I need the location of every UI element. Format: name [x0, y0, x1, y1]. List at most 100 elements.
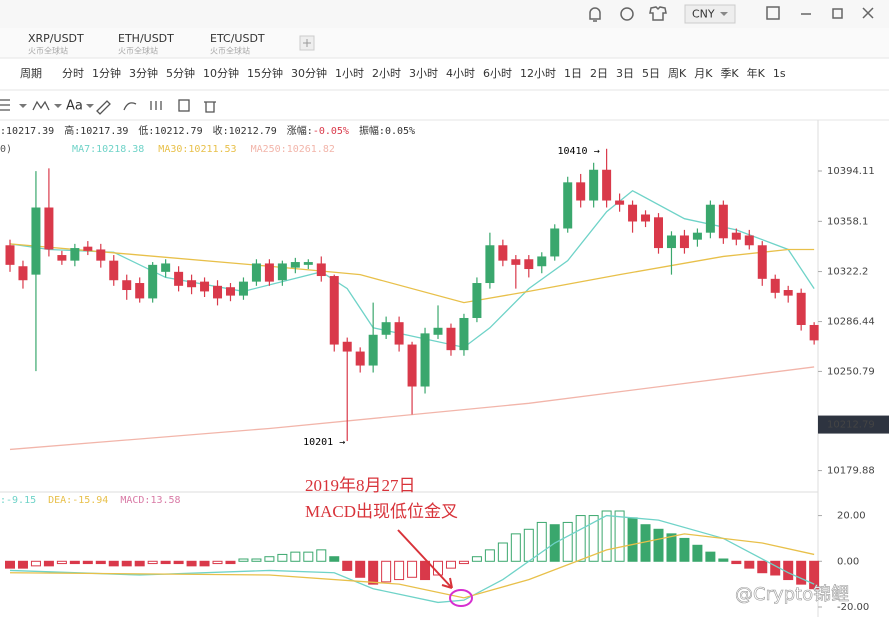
- candle-body: [692, 232, 702, 240]
- period-option[interactable]: 季K: [720, 67, 739, 80]
- candle-body: [666, 235, 676, 249]
- period-option[interactable]: 1分钟: [92, 66, 121, 80]
- period-option[interactable]: 2日: [590, 67, 608, 80]
- macd-bar: [82, 560, 93, 565]
- macd-bar: [238, 558, 249, 562]
- macd-bar: [212, 560, 223, 565]
- period-option[interactable]: 12小时: [520, 67, 556, 80]
- candle-body: [355, 351, 365, 366]
- toolbar-icons: [0, 99, 216, 115]
- y-tick-label: 10179.88: [827, 466, 875, 477]
- watermark: @Crypto锦鲤: [735, 584, 849, 605]
- y-tick-label: 10250.79: [827, 366, 875, 377]
- period-option[interactable]: 1小时: [335, 67, 364, 80]
- skin-icon[interactable]: [649, 6, 667, 21]
- candle-body: [602, 169, 612, 201]
- tab-pair[interactable]: ETH/USDT: [118, 32, 174, 45]
- highlight-circle: [449, 589, 473, 607]
- trash-icon[interactable]: [204, 101, 216, 113]
- min-label: 10201 →: [303, 437, 345, 448]
- period-option[interactable]: 周期: [20, 67, 42, 80]
- period-option[interactable]: 5分钟: [166, 66, 195, 80]
- candle-body: [329, 276, 339, 345]
- y-tick-label: 10322.2: [827, 267, 868, 278]
- ohlc-info: 收:10212.79: [213, 124, 277, 137]
- ma-line: [9, 189, 815, 349]
- macd-bar: [523, 528, 534, 562]
- close-icon[interactable]: [862, 7, 874, 19]
- period-option[interactable]: 1s: [773, 67, 786, 80]
- candle-body: [796, 292, 806, 325]
- macd-bar: [225, 560, 236, 565]
- period-option[interactable]: 15分钟: [247, 66, 283, 80]
- candle-body: [485, 245, 495, 284]
- tab-pair[interactable]: ETC/USDT: [210, 32, 265, 45]
- period-option[interactable]: 6小时: [483, 67, 512, 80]
- macd-bar: [809, 560, 820, 590]
- font-tool[interactable]: Aa: [66, 99, 83, 114]
- candle-body: [770, 278, 780, 293]
- candle-body: [550, 228, 560, 257]
- brush-icon[interactable]: [123, 102, 137, 111]
- period-option[interactable]: 1日: [564, 67, 582, 80]
- macd-bar: [601, 510, 612, 562]
- macd-bar: [796, 560, 807, 585]
- ohlc-info: 低:10212.79: [138, 124, 202, 137]
- copy-icon[interactable]: [178, 99, 190, 112]
- ohlc-info: -0.05%: [313, 126, 349, 137]
- period-option[interactable]: 月K: [694, 67, 713, 80]
- period-option[interactable]: 年K: [747, 66, 766, 80]
- candle-body: [44, 207, 54, 250]
- macd-bar: [199, 560, 210, 567]
- macd-line: [9, 533, 815, 599]
- macd-info: MACD:13.58: [120, 495, 180, 506]
- macd-tick-label: 20.00: [837, 511, 866, 522]
- y-tick-label: 10358.1: [827, 216, 868, 227]
- bell-icon[interactable]: [589, 7, 601, 22]
- candle-body: [498, 245, 508, 261]
- tab-pair[interactable]: XRP/USDT: [28, 32, 84, 45]
- candle-body: [238, 281, 248, 296]
- candle-body: [524, 259, 534, 270]
- ma-info: MA30:10211.53: [158, 144, 236, 155]
- macd-bar: [718, 558, 729, 562]
- indicator-icon[interactable]: [32, 100, 50, 111]
- period-option[interactable]: 3分钟: [129, 66, 158, 80]
- macd-bar: [251, 558, 262, 562]
- macd-bar: [614, 510, 625, 562]
- macd-bar: [407, 560, 418, 578]
- macd-bar: [368, 560, 379, 585]
- candle-body: [277, 263, 287, 281]
- ohlc-info: 涨幅:: [287, 124, 313, 137]
- macd-bar: [445, 560, 456, 569]
- period-option[interactable]: 2小时: [372, 67, 401, 80]
- period-option[interactable]: 分时: [62, 67, 84, 80]
- period-option[interactable]: 3日: [616, 67, 634, 80]
- period-option[interactable]: 4小时: [446, 67, 475, 80]
- pen-icon[interactable]: [96, 100, 111, 115]
- search-icon[interactable]: [620, 7, 634, 21]
- menu-icon[interactable]: [0, 99, 10, 111]
- candle-body: [122, 280, 132, 291]
- period-option[interactable]: 3小时: [409, 67, 438, 80]
- window-icon[interactable]: [766, 6, 780, 20]
- candle-body: [446, 327, 456, 351]
- macd-info: DEA:-15.94: [48, 495, 108, 506]
- restore-icon[interactable]: [832, 8, 843, 19]
- candle-body: [731, 232, 741, 240]
- candle-body: [537, 256, 547, 267]
- currency-select[interactable]: [684, 4, 736, 24]
- macd-bar: [277, 553, 288, 562]
- tab-exchange: 火币全球站: [28, 46, 68, 56]
- candle-body: [316, 263, 326, 277]
- period-option[interactable]: 5日: [642, 67, 660, 80]
- period-option[interactable]: 10分钟: [203, 66, 239, 80]
- period-option[interactable]: 30分钟: [291, 66, 327, 80]
- current-price: 10212.79: [827, 420, 875, 431]
- candle-body: [679, 235, 689, 249]
- grid-icon[interactable]: [150, 101, 162, 110]
- candle-body: [718, 204, 728, 239]
- macd-bar: [95, 560, 106, 565]
- candle-body: [459, 317, 469, 351]
- period-option[interactable]: 周K: [668, 67, 687, 80]
